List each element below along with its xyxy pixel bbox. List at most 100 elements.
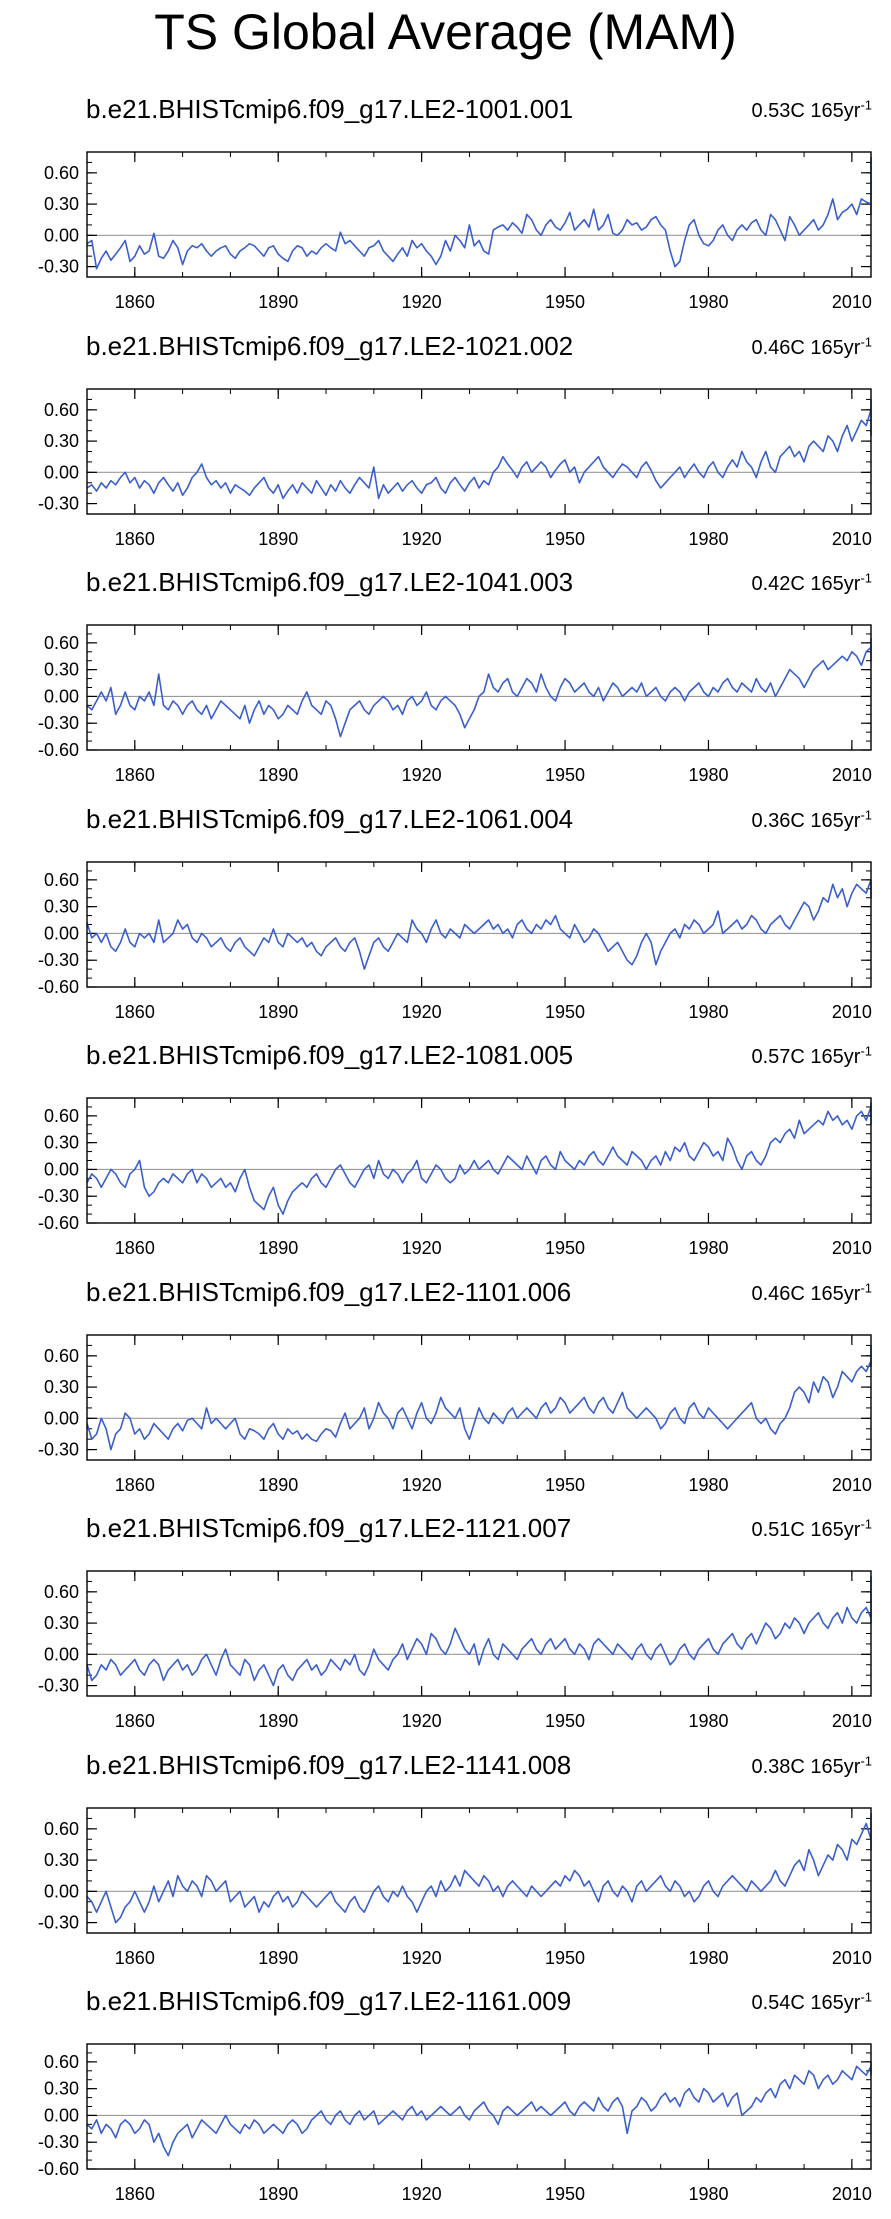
x-tick-label: 1980 [688, 529, 728, 549]
trend-value: 0.53C 165yr [751, 100, 861, 122]
trend-value: 0.46C 165yr [751, 1282, 861, 1305]
x-tick-label: 1980 [688, 292, 728, 312]
x-tick-label: 1860 [115, 1711, 155, 1731]
line-chart: 1860 1890 1920 1950 1980 2010 -0.30 0.00 0.30 0.6… [38, 1806, 872, 1968]
trend-label: 0.42C 165yr-1 [751, 570, 872, 596]
panel-title: b.e21.BHISTcmip6.f09_g17.LE2-1121.007 [86, 1513, 572, 1543]
panel-title: b.e21.BHISTcmip6.f09_g17.LE2-1041.003 [86, 567, 574, 597]
panel-title: b.e21.BHISTcmip6.f09_g17.LE2-1081.005 [86, 1040, 574, 1070]
y-tick-label: 0.00 [44, 2105, 79, 2125]
x-tick-label: 1920 [402, 292, 442, 312]
x-tick-label: 1860 [115, 529, 155, 549]
trend-value: 0.57C 165yr [751, 1046, 861, 1068]
plot-frame [86, 387, 872, 515]
line-chart: 1860 1890 1920 1950 1980 2010 -0.60 -0.30 0.00 0.… [38, 624, 872, 785]
trend-label: 0.46C 165yr-1 [751, 335, 872, 360]
y-tick-label: -0.30 [38, 493, 79, 513]
panel-title: b.e21.BHISTcmip6.f09_g17.LE2-1101.006 [86, 1276, 572, 1307]
panel-title: b.e21.BHISTcmip6.f09_g17.LE2-1001.001 [86, 94, 574, 124]
trend-label: 0.57C 165yr-1 [751, 1044, 872, 1069]
plot-frame [86, 1806, 872, 1934]
plot-frame [86, 860, 872, 988]
x-tick-label: 1980 [688, 1711, 728, 1731]
trend-value: 0.51C 165yr [751, 1519, 861, 1541]
y-tick-label: 0.00 [44, 1881, 79, 1901]
trend-label: 0.36C 165yr-1 [751, 808, 872, 833]
panel-title: b.e21.BHISTcmip6.f09_g17.LE2-1061.004 [86, 803, 574, 834]
panel-title: b.e21.BHISTcmip6.f09_g17.LE2-1021.002 [86, 330, 574, 361]
y-tick-label: 0.30 [44, 1613, 79, 1633]
y-tick-label: 0.30 [44, 660, 79, 680]
series-line [86, 1812, 872, 1923]
trend-value: 0.38C 165yr [751, 1755, 861, 1778]
trend-exponent: -1 [860, 1279, 872, 1295]
y-tick-label: 0.30 [44, 1133, 79, 1153]
y-tick-label: -0.30 [38, 257, 79, 277]
x-tick-label: 2010 [832, 765, 872, 785]
y-tick-label: -0.30 [38, 2132, 79, 2152]
y-tick-label: 0.60 [44, 163, 79, 183]
line-chart: 1860 1890 1920 1950 1980 2010 -0.30 0.00 0.30 0.6… [38, 387, 872, 549]
x-tick-label: 1890 [258, 1475, 298, 1495]
x-tick-label: 1980 [688, 2184, 728, 2204]
x-tick-label: 1920 [402, 765, 442, 785]
x-tick-label: 2010 [832, 292, 872, 312]
y-tick-label: -0.60 [38, 740, 79, 760]
y-tick-label: 0.00 [44, 686, 79, 706]
plot-frame [86, 151, 872, 278]
y-tick-label: 0.00 [44, 1644, 79, 1664]
y-tick-label: -0.30 [38, 713, 79, 733]
series-line [86, 1576, 872, 1687]
line-chart: 1860 1890 1920 1950 1980 2010 -0.30 0.00 0.30 0.6… [38, 151, 872, 312]
x-tick-label: 1950 [545, 1948, 585, 1968]
figure-title: TS Global Average (MAM) [154, 4, 737, 60]
y-tick-label: 0.60 [44, 633, 79, 653]
x-tick-label: 2010 [832, 2184, 872, 2204]
x-tick-label: 1950 [545, 292, 585, 312]
x-tick-label: 1920 [402, 2184, 442, 2204]
y-tick-label: 0.30 [44, 194, 79, 214]
x-tick-label: 1950 [545, 1475, 585, 1495]
y-tick-label: 0.60 [44, 1582, 79, 1602]
y-tick-label: 0.60 [44, 399, 79, 419]
plot-frame [86, 624, 872, 751]
line-chart: 1860 1890 1920 1950 1980 2010 -0.60 -0.30 0.00 0.… [38, 860, 872, 1022]
trend-label: 0.54C 165yr-1 [751, 1990, 872, 2015]
x-tick-label: 1920 [402, 1238, 442, 1258]
x-tick-label: 1920 [402, 529, 442, 549]
trend-exponent: -1 [860, 1516, 872, 1532]
trend-value: 0.42C 165yr [751, 573, 861, 595]
panel-title: b.e21.BHISTcmip6.f09_g17.LE2-1161.009 [86, 1986, 572, 2016]
x-tick-label: 2010 [832, 1948, 872, 1968]
trend-label: 0.46C 165yr-1 [751, 1279, 872, 1306]
line-chart: 1860 1890 1920 1950 1980 2010 -0.30 0.00 0.30 0.6… [38, 1333, 872, 1495]
line-chart: 1860 1890 1920 1950 1980 2010 -0.60 -0.30 0.00 0.… [38, 1097, 872, 1258]
x-tick-label: 2010 [832, 1238, 872, 1258]
y-tick-label: 0.60 [44, 2052, 79, 2072]
y-tick-label: 0.60 [44, 869, 79, 889]
x-tick-label: 1860 [115, 1002, 155, 1022]
x-tick-label: 1860 [115, 1475, 155, 1495]
series-line [86, 637, 872, 738]
plot-frame [86, 1333, 872, 1461]
x-tick-label: 1980 [688, 1238, 728, 1258]
y-tick-label: 0.30 [44, 2079, 79, 2099]
x-tick-label: 1890 [258, 1002, 298, 1022]
y-tick-label: 0.00 [44, 462, 79, 482]
x-tick-label: 1980 [688, 1002, 728, 1022]
x-tick-label: 1860 [115, 2184, 155, 2204]
x-tick-label: 1980 [688, 1948, 728, 1968]
y-tick-label: 0.00 [44, 1159, 79, 1179]
y-tick-label: 0.60 [44, 1818, 79, 1838]
series-line [86, 398, 872, 499]
trend-exponent: -1 [860, 570, 872, 586]
x-tick-label: 1950 [545, 1002, 585, 1022]
trend-label: 0.38C 165yr-1 [751, 1752, 872, 1779]
x-tick-label: 1890 [258, 2184, 298, 2204]
x-tick-label: 1890 [258, 765, 298, 785]
trend-value: 0.46C 165yr [751, 336, 861, 359]
y-tick-label: -0.60 [38, 1213, 79, 1233]
trend-exponent: -1 [860, 97, 872, 113]
trend-exponent: -1 [860, 1752, 872, 1768]
x-tick-label: 1950 [545, 2184, 585, 2204]
